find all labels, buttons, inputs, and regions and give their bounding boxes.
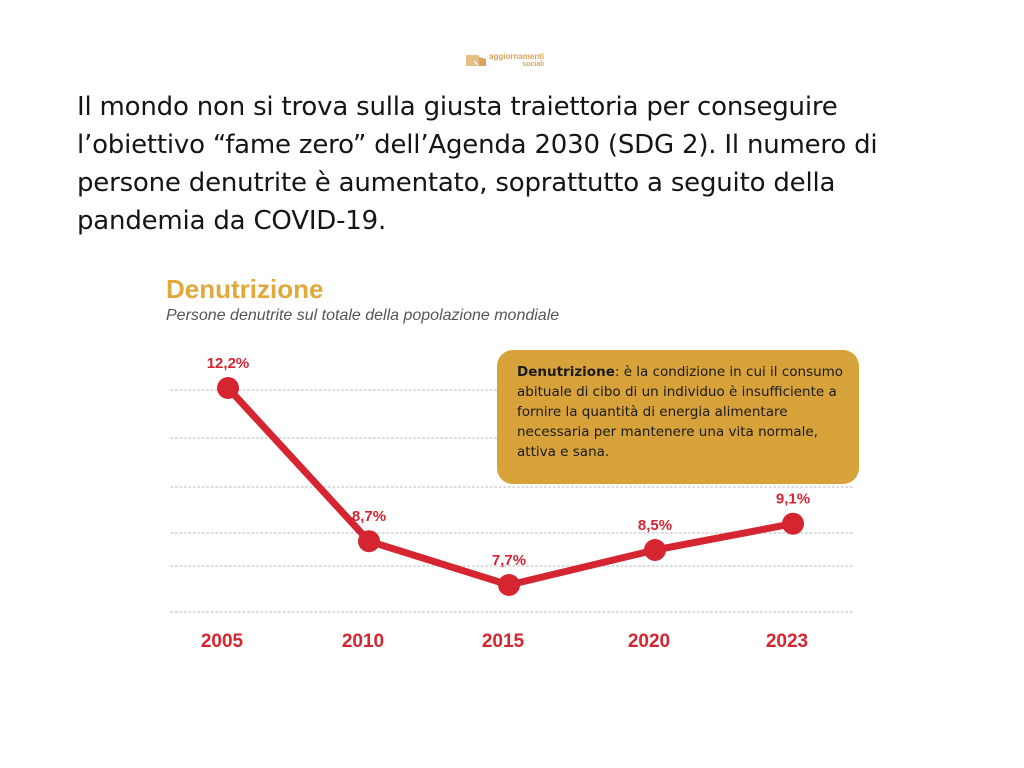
data-point-2015 (498, 574, 520, 596)
chart-title: Denutrizione (166, 274, 324, 304)
x-tick-2020: 2020 (628, 631, 670, 652)
data-point-2010 (358, 530, 380, 553)
definition-body: : è la condizione in cui il consumo abit… (517, 364, 844, 460)
x-tick-2005: 2005 (201, 631, 244, 652)
data-label-2023: 9,1% (776, 491, 810, 508)
x-tick-2010: 2010 (342, 631, 384, 652)
definition-term: Denutrizione (517, 364, 615, 380)
logo-mark-icon (466, 55, 486, 66)
x-tick-2015: 2015 (482, 631, 525, 652)
definition-callout: Denutrizione: è la condizione in cui il … (497, 350, 859, 484)
aggiornamenti-sociali-logo: aggiornamenti sociali (466, 53, 544, 68)
data-label-2010: 8,7% (352, 508, 386, 525)
slide-headline: Il mondo non si trova sulla giusta traie… (77, 92, 878, 236)
logo-line-1: aggiornamenti (489, 52, 545, 61)
data-point-2005 (217, 377, 239, 399)
data-point-2023 (782, 512, 804, 535)
x-tick-2023: 2023 (766, 631, 808, 652)
data-point-2020 (644, 538, 666, 561)
chart-subtitle: Persone denutrite sul totale della popol… (166, 307, 560, 324)
data-label-2015: 7,7% (492, 552, 526, 569)
definition-text: Denutrizione: è la condizione in cui il … (517, 362, 845, 462)
data-label-2020: 8,5% (638, 517, 672, 534)
logo-line-2: sociali (522, 61, 545, 68)
data-label-2005: 12,2% (207, 355, 250, 372)
